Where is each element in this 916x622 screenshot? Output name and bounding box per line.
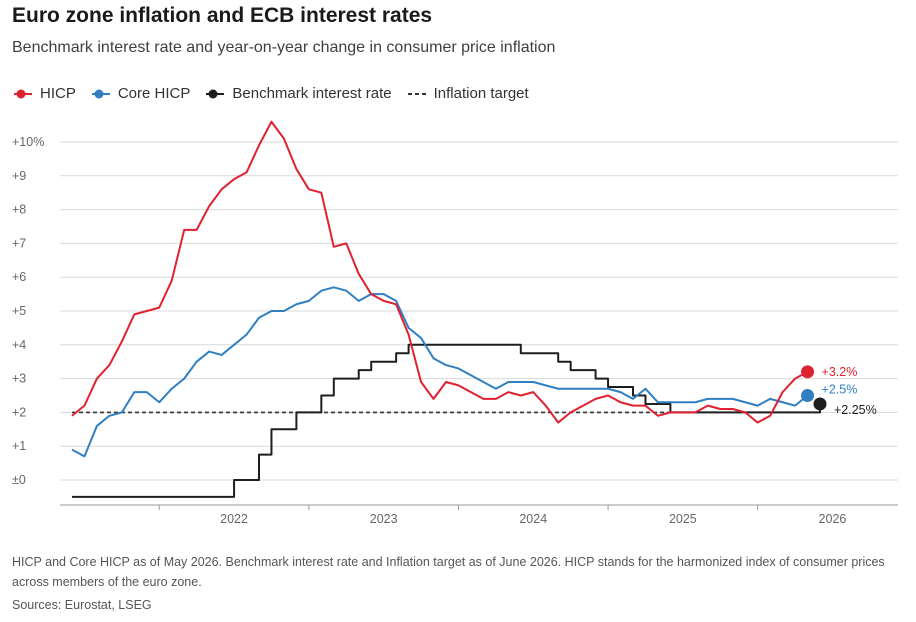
series-end-marker-core-hicp bbox=[801, 389, 815, 402]
legend-label-core-hicp: Core HICP bbox=[117, 85, 191, 102]
sources: Sources: Eurostat, LSEG bbox=[12, 598, 152, 612]
y-tick-label: +3 bbox=[12, 372, 26, 386]
chart-title: Euro zone inflation and ECB interest rat… bbox=[12, 4, 433, 27]
legend-label-hicp: HICP bbox=[40, 85, 76, 102]
chart-plot: +10% +9 +8 +7 +6 +5 +4 +3 +2 +1 ±0 2022 2023 2024 2025… bbox=[12, 120, 898, 526]
legend-item-hicp: HICP bbox=[12, 85, 76, 102]
legend-marker-hicp bbox=[14, 89, 32, 98]
x-tick-label: 2023 bbox=[370, 512, 398, 526]
legend: HICP Core HICP Benchmark interest rate I… bbox=[12, 85, 543, 102]
y-tick-label: +2 bbox=[12, 405, 26, 419]
y-tick-label: +6 bbox=[12, 270, 26, 284]
footnote: HICP and Core HICP as of May 2026. Bench… bbox=[12, 555, 885, 589]
series-line-core-hicp bbox=[71, 286, 809, 458]
legend-marker-core-hicp bbox=[91, 89, 110, 98]
y-tick-label: +5 bbox=[12, 304, 26, 318]
legend-marker-inflation-target bbox=[407, 92, 426, 95]
y-tick-label: +8 bbox=[12, 203, 26, 217]
series-end-label-benchmark-interest-rate: +2.25% bbox=[834, 403, 877, 417]
series-end-marker-benchmark-interest-rate bbox=[813, 397, 827, 411]
y-tick-label: +7 bbox=[12, 236, 26, 250]
legend-label-inflation-target: Inflation target bbox=[433, 85, 529, 102]
legend-item-core-hicp: Core HICP bbox=[90, 85, 191, 102]
x-tick-label: 2022 bbox=[220, 512, 248, 526]
x-tick-label: 2026 bbox=[819, 512, 847, 526]
legend-item-inflation-target: Inflation target bbox=[406, 85, 529, 102]
chart-subtitle: Benchmark interest rate and year-on-year… bbox=[12, 39, 556, 56]
y-tick-label: +9 bbox=[12, 169, 26, 183]
series-end-label-core-hicp: +2.5% bbox=[822, 383, 858, 397]
y-tick-label: +4 bbox=[12, 338, 26, 352]
series-end-marker-hicp bbox=[801, 365, 815, 379]
legend-item-benchmark-rate: Benchmark interest rate bbox=[204, 85, 392, 102]
y-tick-label: +1 bbox=[12, 439, 26, 453]
legend-label-benchmark-rate: Benchmark interest rate bbox=[232, 85, 392, 102]
series-line-benchmark-interest-rate bbox=[72, 343, 821, 498]
legend-marker-benchmark-rate bbox=[206, 89, 225, 98]
x-tick-label: 2025 bbox=[669, 512, 697, 526]
series-end-label-hicp: +3.2% bbox=[822, 365, 858, 379]
y-tick-label: +10% bbox=[12, 135, 44, 149]
y-tick-label: ±0 bbox=[12, 473, 26, 487]
x-tick-label: 2024 bbox=[519, 512, 547, 526]
series-line-hicp bbox=[71, 120, 809, 424]
